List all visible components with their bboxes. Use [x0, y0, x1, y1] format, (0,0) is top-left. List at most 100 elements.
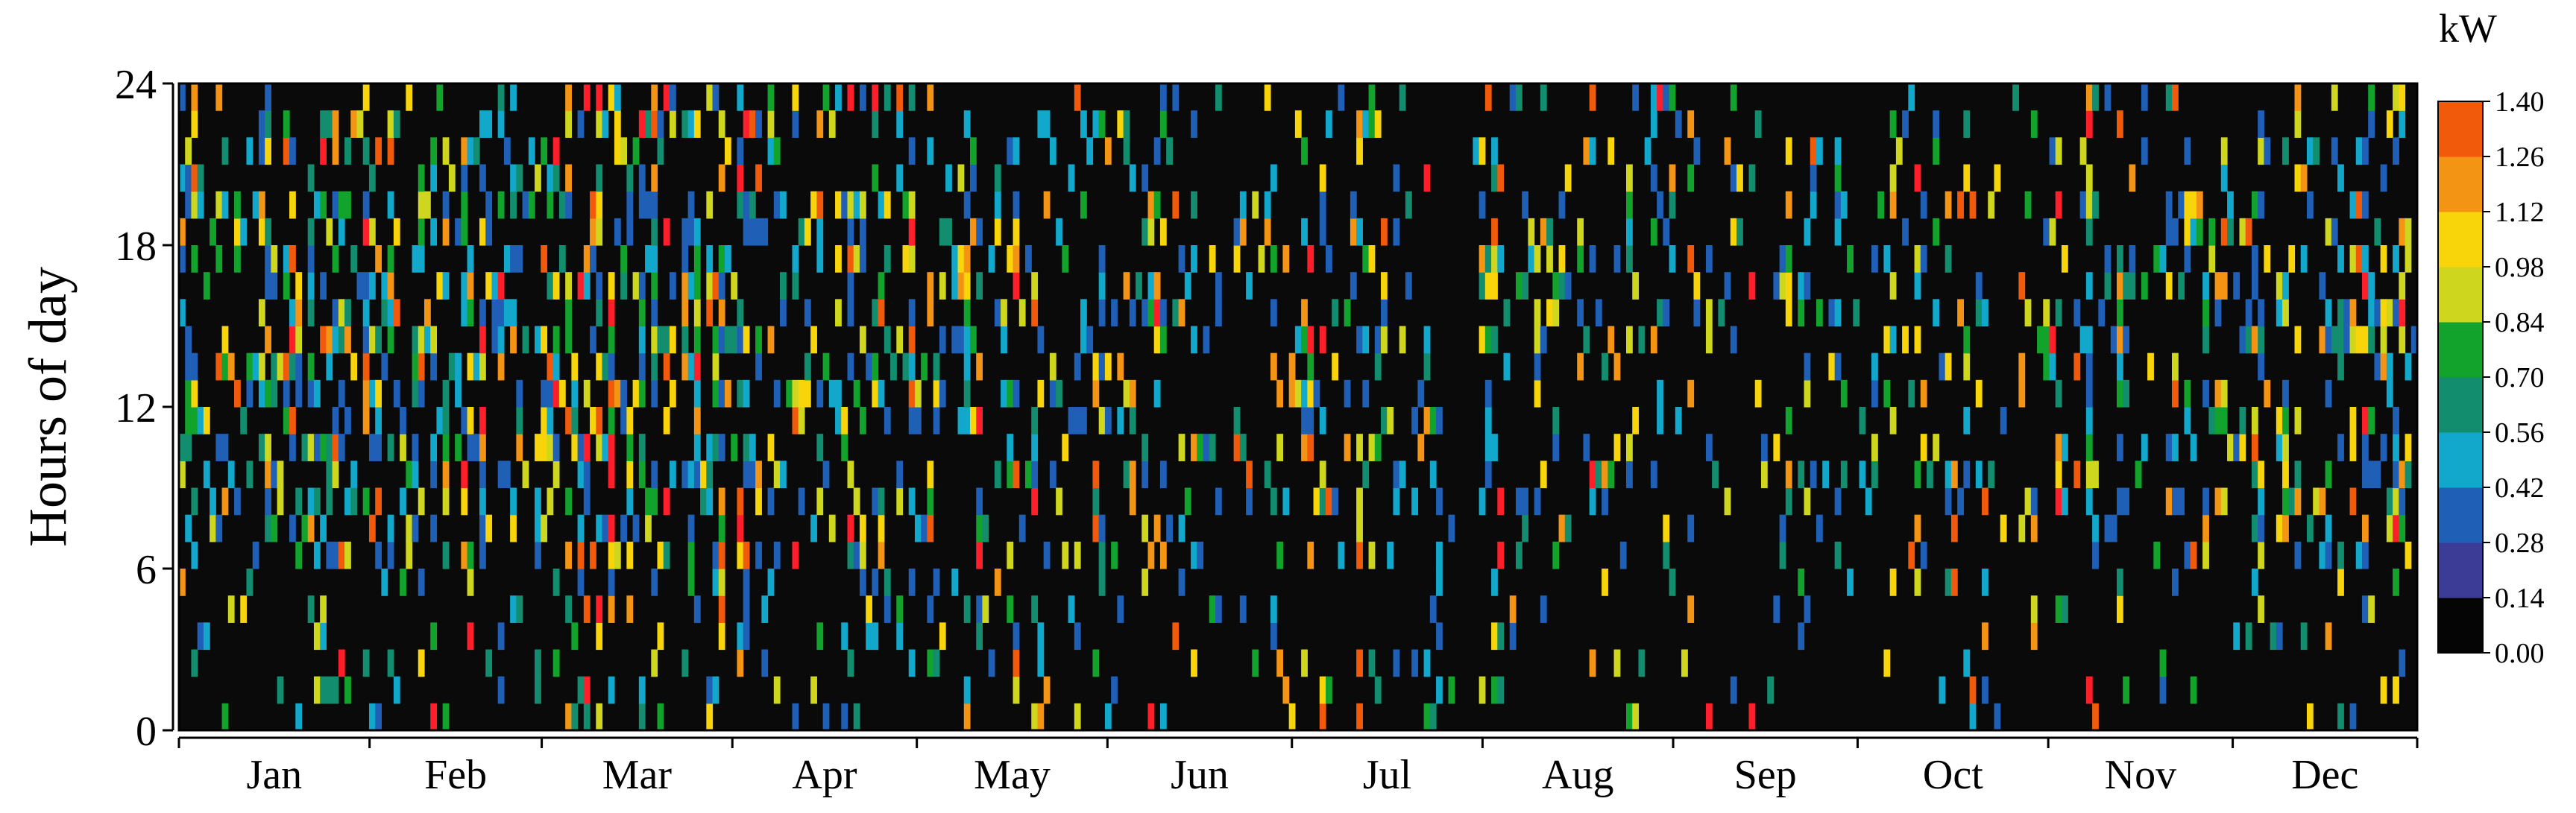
heatmap-cell — [1056, 218, 1062, 246]
heatmap-cell — [2331, 218, 2338, 246]
heatmap-cell — [332, 434, 339, 461]
heatmap-cell — [362, 649, 370, 677]
heatmap-cell — [1307, 434, 1314, 461]
heatmap-cell — [283, 110, 290, 138]
heatmap-cell — [700, 461, 707, 489]
heatmap-cell — [841, 622, 848, 651]
heatmap-cell — [2282, 514, 2289, 542]
heatmap-cell — [1074, 83, 1081, 111]
heatmap-cell — [461, 541, 468, 569]
heatmap-cell — [1098, 407, 1106, 434]
heatmap-cell — [828, 514, 836, 542]
heatmap-cell — [2337, 703, 2344, 731]
heatmap-cell — [2399, 649, 2406, 677]
heatmap-cell — [2282, 461, 2289, 489]
heatmap-cell — [1436, 487, 1443, 516]
heatmap-cell — [565, 595, 572, 623]
heatmap-cell — [651, 164, 658, 192]
heatmap-cell — [1270, 352, 1277, 381]
heatmap-cell — [816, 218, 824, 246]
heatmap-cell — [2380, 352, 2387, 381]
heatmap-cell — [577, 569, 585, 596]
heatmap-cell — [2245, 622, 2252, 651]
heatmap-cell — [1669, 164, 1676, 192]
heatmap-cell — [2184, 379, 2191, 408]
heatmap-cell — [516, 245, 523, 273]
heatmap-cell — [1748, 703, 1756, 731]
heatmap-cell — [2220, 487, 2228, 516]
heatmap-cell — [743, 595, 750, 623]
heatmap-cell — [1804, 379, 1811, 408]
heatmap-cell — [1307, 326, 1314, 354]
heatmap-cell — [1129, 299, 1136, 327]
heatmap-cell — [2349, 434, 2357, 461]
heatmap-cell — [1301, 649, 1308, 677]
heatmap-cell — [191, 487, 198, 516]
heatmap-cell — [651, 487, 658, 516]
heatmap-cell — [185, 514, 192, 542]
heatmap-cell — [2300, 622, 2308, 651]
heatmap-cell — [313, 434, 321, 461]
heatmap-cell — [1153, 191, 1161, 219]
heatmap-cell — [1669, 569, 1676, 596]
heatmap-cell — [387, 245, 394, 273]
heatmap-cell — [718, 434, 725, 461]
heatmap-cell — [718, 164, 725, 192]
heatmap-cell — [1356, 110, 1363, 138]
heatmap-cell — [2159, 676, 2167, 704]
heatmap-cell — [191, 352, 198, 381]
heatmap-cell — [2337, 299, 2344, 327]
heatmap-cell — [2172, 379, 2179, 408]
heatmap-cell — [608, 379, 615, 408]
heatmap-cell — [1178, 245, 1185, 273]
heatmap-cell — [1871, 245, 1878, 273]
heatmap-cell — [2337, 245, 2344, 273]
heatmap-cell — [1902, 326, 1909, 354]
heatmap-cell — [1153, 326, 1161, 354]
heatmap-cell — [786, 379, 793, 408]
heatmap-cell — [565, 164, 572, 192]
heatmap-cell — [1828, 299, 1836, 327]
heatmap-cell — [2349, 191, 2357, 219]
heatmap-cell — [1080, 326, 1087, 354]
heatmap-cell — [332, 245, 339, 273]
heatmap-cell — [933, 379, 940, 408]
heatmap-cell — [2104, 83, 2111, 111]
heatmap-cell — [2214, 272, 2222, 300]
heatmap-cell — [1847, 569, 1854, 596]
heatmap-cell — [179, 434, 186, 461]
heatmap-cell — [963, 595, 971, 623]
heatmap-cell — [362, 191, 370, 219]
heatmap-cell — [1423, 407, 1431, 434]
heatmap-cell — [191, 83, 198, 111]
heatmap-cell — [215, 434, 223, 461]
heatmap-cell — [552, 272, 560, 300]
heatmap-cell — [1607, 326, 1615, 354]
heatmap-cell — [1013, 379, 1020, 408]
heatmap-cell — [2165, 83, 2173, 111]
heatmap-cell — [418, 164, 425, 192]
heatmap-cell — [1982, 299, 1988, 327]
heatmap-cell — [810, 514, 817, 542]
heatmap-cell — [1159, 541, 1167, 569]
heatmap-cell — [687, 218, 695, 246]
heatmap-cell — [442, 272, 450, 300]
heatmap-cell — [2085, 407, 2093, 434]
heatmap-cell — [1104, 352, 1112, 381]
heatmap-cell — [2220, 407, 2228, 434]
heatmap-cell — [1944, 569, 1952, 596]
heatmap-cell — [571, 622, 579, 651]
heatmap-cell — [908, 407, 916, 434]
heatmap-cell — [816, 110, 824, 138]
heatmap-cell — [1804, 352, 1811, 381]
heatmap-cell — [663, 326, 670, 354]
heatmap-cell — [1552, 272, 1560, 300]
heatmap-cell — [2165, 434, 2173, 461]
heatmap-cell — [467, 541, 474, 569]
heatmap-cell — [1307, 379, 1314, 408]
heatmap-cell — [933, 649, 940, 677]
heatmap-cell — [2092, 514, 2099, 542]
heatmap-cell — [1840, 379, 1848, 408]
heatmap-cell — [669, 272, 676, 300]
heatmap-cell — [693, 245, 701, 273]
